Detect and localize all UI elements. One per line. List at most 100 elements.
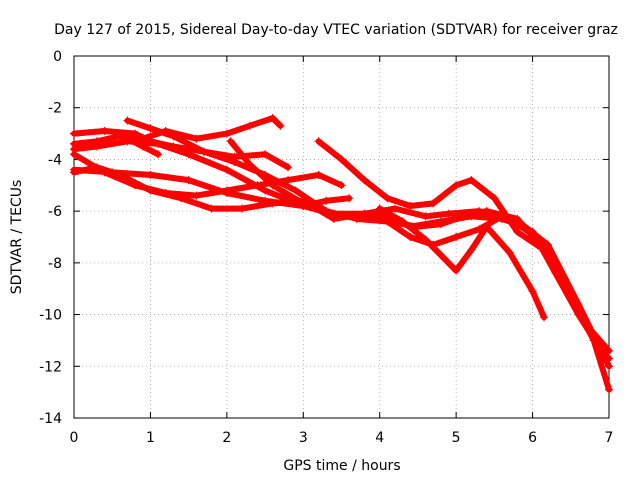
series-track-10 [314,137,545,252]
data-point [383,217,392,226]
data-point [536,243,545,252]
series-line [315,138,544,251]
x-axis-label: GPS time / hours [283,458,400,474]
data-point [238,204,247,213]
data-point [192,134,201,143]
x-tick-label: 3 [299,430,308,446]
data-point [605,362,613,371]
data-point [528,227,537,236]
data-point [383,194,392,203]
data-point [222,165,231,174]
data-point [597,346,606,355]
data-point [406,233,415,241]
data-point [452,233,461,241]
data-point [444,209,453,218]
data-point [398,217,407,226]
data-point [92,142,101,151]
data-point [391,204,399,213]
data-point [184,150,193,159]
data-point [70,150,78,159]
data-point [299,199,308,208]
data-point [192,191,201,200]
data-point [337,155,346,164]
data-point [184,176,193,185]
data-point [131,129,140,138]
x-tick-label: 2 [222,430,231,446]
data-point [436,251,445,260]
data-point [421,235,430,244]
data-point [245,121,254,130]
data-point [222,189,231,197]
data-point [226,137,235,146]
x-tick-label: 1 [146,430,155,446]
data-point [268,181,277,190]
data-point [528,287,537,296]
data-point [329,209,338,218]
data-point [146,124,155,133]
y-tick-label: -8 [48,256,62,272]
data-series [70,114,613,394]
data-point [467,176,476,185]
data-point [268,114,277,123]
y-tick-label: 0 [53,49,62,65]
y-tick-label: -10 [39,308,62,324]
data-point [574,310,583,319]
data-point [222,129,231,138]
data-point [543,240,552,249]
plot-frame [73,55,610,419]
data-point [482,222,491,231]
data-point [245,160,254,169]
data-point [540,313,548,322]
data-point [207,204,216,213]
data-point [375,204,384,213]
y-tick-label: -6 [48,204,62,220]
data-point [360,176,369,185]
data-point [123,134,132,143]
data-point [146,170,155,179]
data-point [92,163,101,172]
data-point [421,212,430,221]
data-point [360,209,369,218]
series-track-5 [123,134,163,159]
data-point [138,142,147,151]
data-point [284,176,292,185]
data-point [123,116,132,125]
data-point [605,346,613,355]
data-point [146,186,155,195]
series-track-11 [375,204,548,322]
data-point [345,194,354,203]
y-tick-label: -12 [39,359,62,375]
data-point [177,194,185,203]
data-point [551,269,560,278]
data-point [406,202,415,210]
data-point [230,158,239,166]
data-point [268,199,277,208]
x-tick-label: 6 [528,430,537,446]
data-point [475,207,484,216]
y-axis-label: SDTVAR / TECUs [9,180,25,295]
data-point [337,181,346,190]
x-tick-label: 4 [375,430,384,446]
data-point [513,227,522,236]
y-tick-label: -2 [48,101,62,117]
data-point [436,217,445,226]
data-point [314,170,323,179]
data-point [505,248,514,257]
data-point [284,163,292,172]
data-point [322,196,331,205]
data-point [253,181,262,190]
x-tick-label: 5 [452,430,461,446]
data-point [605,354,613,363]
data-point [452,266,461,275]
data-point [452,181,461,190]
data-point [261,150,270,159]
data-point [467,245,476,254]
data-point [154,150,163,159]
data-point [314,137,323,146]
data-point [115,170,124,179]
data-point [100,127,109,135]
data-point [70,129,78,138]
chart-title: Day 127 of 2015, Sidereal Day-to-day VTE… [54,22,618,38]
data-point [169,132,178,141]
